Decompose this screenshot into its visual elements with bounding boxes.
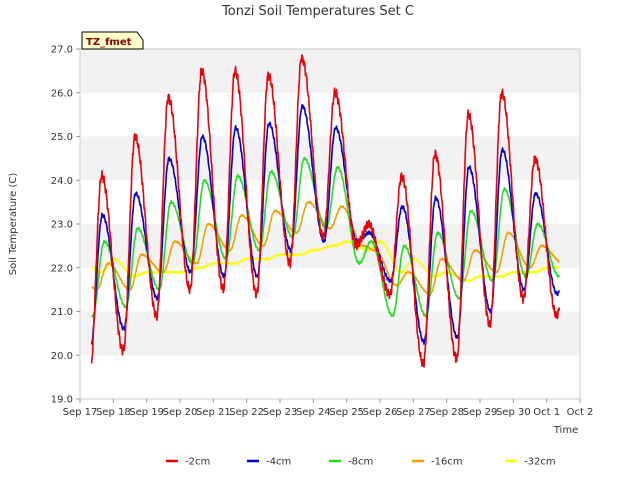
x-tick-label: Sep 25 <box>329 407 364 418</box>
series-line-minus-2cm <box>90 54 561 368</box>
grid-band <box>80 92 580 137</box>
y-tick-label: 26.0 <box>51 88 73 99</box>
grid-band <box>80 311 580 356</box>
y-tick-label: 19.0 <box>51 395 73 406</box>
legend-label: -16cm <box>431 457 463 468</box>
y-tick-label: 23.0 <box>51 220 73 231</box>
x-tick-label: Sep 20 <box>163 407 198 418</box>
y-tick-label: 22.0 <box>51 263 73 274</box>
grid-band <box>80 355 580 399</box>
x-tick-label: Sep 27 <box>396 407 431 418</box>
legend-item: -2cm <box>166 457 210 468</box>
legend-item: -32cm <box>505 457 556 468</box>
y-tick-label: 21.0 <box>51 307 73 318</box>
x-tick-label: Sep 18 <box>96 407 131 418</box>
legend-item: -4cm <box>247 457 291 468</box>
x-tick-label: Oct 1 <box>533 407 560 418</box>
x-tick-label: Sep 29 <box>463 407 498 418</box>
x-tick-label: Sep 23 <box>263 407 298 418</box>
series-layer <box>90 54 561 368</box>
y-tick-label: 20.0 <box>51 351 73 362</box>
y-axis-label: Soil Temperature (C) <box>8 173 19 276</box>
x-tick-label: Sep 28 <box>429 407 464 418</box>
legend-label: -8cm <box>348 457 373 468</box>
x-tick-label: Sep 24 <box>296 407 331 418</box>
series-line-minus-32cm <box>91 239 561 283</box>
chart-title: Tonzi Soil Temperatures Set C <box>221 4 414 19</box>
x-tick-label: Sep 17 <box>63 407 98 418</box>
legend-label: -4cm <box>266 457 291 468</box>
y-tick-label: 25.0 <box>51 132 73 143</box>
legend-label: -32cm <box>524 457 556 468</box>
x-tick-label: Sep 19 <box>129 407 164 418</box>
x-tick-label: Sep 21 <box>196 407 231 418</box>
x-tick-label: Oct 2 <box>567 407 594 418</box>
legend-label: -2cm <box>185 457 210 468</box>
legend: -2cm -4cm -8cm -16cm -32cm <box>166 457 556 468</box>
annotation-tag: TZ_fmet <box>81 31 144 50</box>
y-tick-label: 27.0 <box>51 45 73 56</box>
x-axis-label: Time <box>553 425 578 436</box>
legend-item: -8cm <box>329 457 373 468</box>
grid-band <box>80 267 580 312</box>
x-tick-label: Sep 30 <box>496 407 531 418</box>
y-tick-label: 24.0 <box>51 176 73 187</box>
x-tick-label: Sep 22 <box>229 407 264 418</box>
x-tick-label: Sep 26 <box>363 407 398 418</box>
grid-band <box>80 49 580 93</box>
y-axis-ticks: 19.0 20.0 21.0 22.0 23.0 24.0 25.0 26.0 27.0 <box>51 45 80 406</box>
annotation-tag-label: TZ_fmet <box>86 37 132 48</box>
legend-item: -16cm <box>412 457 463 468</box>
